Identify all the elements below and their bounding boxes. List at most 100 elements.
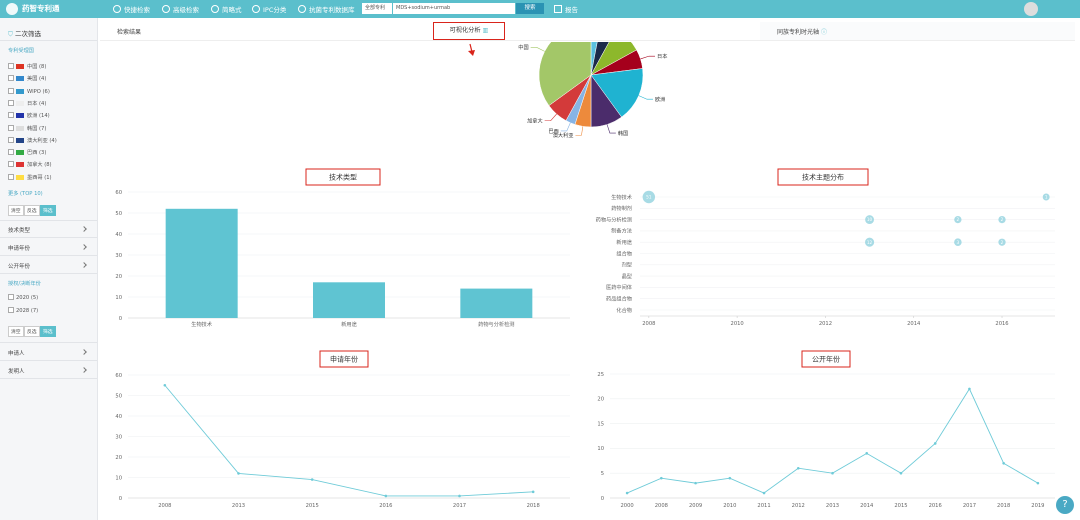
filter-button-text[interactable]: 筛选 [43,330,53,335]
point [1036,481,1040,485]
nav-item[interactable]: 快捷检索 [113,4,150,14]
slice-label: 巴西 [548,128,558,135]
leader-line [638,95,653,100]
nav-label[interactable]: 简略式 [222,6,242,14]
country-option[interactable]: 墨西哥 (1) [8,173,52,181]
country-option-text[interactable]: 巴西 (3) [27,150,47,157]
filter-section-text[interactable]: 发明人 [8,369,25,375]
point [625,491,629,495]
filter-heading[interactable]: 专利受理国 [8,47,34,54]
help-button[interactable]: ? [1056,496,1074,514]
country-option-text[interactable]: 韩国 (7) [27,125,47,132]
bar [313,282,385,318]
country-option[interactable]: 欧洲 (14) [8,112,50,119]
point [968,387,971,391]
point [1002,461,1005,465]
country-option-text[interactable]: 美国 (4) [27,76,47,83]
chart-title: 公开年份 [812,355,840,364]
country-option-text[interactable]: 墨西哥 (1) [27,174,52,181]
tab[interactable]: 同族专利时光轴 ⓘ [777,29,827,36]
nav-label[interactable]: IPC分类 [263,6,287,14]
filter-button[interactable]: 清空 [8,205,24,216]
x-tick-label: 2000 [621,503,634,509]
bubble-label: 2 [957,217,960,222]
bubble [998,215,1006,224]
y-tick-label: 0 [601,496,604,502]
filter-section[interactable]: 申请年份 [8,244,88,252]
filter-button[interactable]: 筛选 [40,205,56,216]
nav-label[interactable]: 抗菌专利数据库 [309,6,355,14]
year-option-text[interactable]: 2028 (7) [16,308,39,314]
nav-item[interactable]: 抗菌专利数据库 [298,4,355,14]
nav-label[interactable]: 快捷检索 [124,6,150,14]
y-tick-label: 药品组合物 [606,295,632,303]
country-option[interactable]: 澳大利亚 (4) [8,136,57,144]
country-option-text[interactable]: 日本 (4) [27,100,47,107]
more-link[interactable]: 更多 (TOP 10) [8,190,43,197]
year-option[interactable]: 2028 (7) [8,307,38,314]
filter-section[interactable]: 技术类型 [8,226,88,234]
country-option-text[interactable]: WIPO (6) [27,88,50,95]
tab-label[interactable]: 可视化分析 [449,27,481,34]
year-option-text[interactable]: 2020 (5) [16,295,39,301]
country-option-text[interactable]: 澳大利亚 (4) [27,137,57,144]
filter-section-text[interactable]: 技术类型 [8,228,31,234]
country-option[interactable]: 韩国 (7) [8,124,47,132]
filter-button[interactable]: 筛选 [40,326,56,337]
bubble [998,238,1006,246]
search-scope[interactable]: 全部专利 [362,3,392,14]
avatar[interactable] [1024,2,1038,16]
filter-section[interactable]: 发明人 [8,367,88,375]
filter-heading-text[interactable]: 专利受理国 [8,48,34,54]
x-tick-label: 2008 [158,503,171,509]
report-link[interactable]: 报告 [554,4,578,14]
filter-button-text[interactable]: 筛选 [43,209,53,214]
separator [0,40,97,41]
y-tick-label: 30 [115,253,122,259]
search-button[interactable]: 搜索 [516,3,544,14]
country-option[interactable]: WIPO (6) [8,87,50,95]
logo: 药智专利通 [22,4,60,13]
country-option[interactable]: 加拿大 (8) [8,161,52,168]
country-option-text[interactable]: 欧洲 (14) [27,113,50,120]
filter-button-text[interactable]: 反选 [27,209,37,214]
country-option-text[interactable]: 中国 (8) [27,64,47,70]
country-option[interactable]: 巴西 (3) [8,149,46,156]
filter-button[interactable]: 反选 [24,326,40,337]
point [310,478,314,481]
nav-label[interactable]: 高级检索 [173,6,199,14]
nav-item[interactable]: IPC分类 [252,4,286,14]
filter-button-text[interactable]: 清空 [11,330,21,335]
bar [460,288,533,318]
tab[interactable]: 检索结果 [117,29,142,36]
report-label[interactable]: 报告 [565,6,578,14]
y-tick-label: 0 [119,496,122,502]
country-option-text[interactable]: 加拿大 (8) [27,162,52,169]
filter-button-text[interactable]: 反选 [27,330,37,335]
filter-heading[interactable]: 授权/决断年份 [8,280,41,287]
leader-line [606,124,616,134]
country-option[interactable]: 美国 (4) [8,75,46,82]
nav-item[interactable]: 高级检索 [162,4,199,14]
filter-heading-text[interactable]: 授权/决断年份 [8,281,41,287]
tab-label[interactable]: 同族专利时光轴 [777,29,820,36]
filter-button[interactable]: 清空 [8,326,24,337]
more-link-text[interactable]: 更多 (TOP 10) [8,191,43,197]
filter-button-text[interactable]: 清空 [11,209,21,214]
country-option[interactable]: 日本 (4) [8,99,47,107]
x-tick-label: 2010 [723,503,736,509]
year-option[interactable]: 2020 (5) [8,294,38,301]
filter-section-text[interactable]: 公开年份 [8,264,31,270]
bubble [642,190,656,204]
filter-section-text[interactable]: 申请人 [8,351,25,357]
filter-section[interactable]: 公开年份 [8,262,88,270]
search-input[interactable]: MDS+sodium+urmab [393,3,515,14]
filter-section[interactable]: 申请人 [8,349,88,357]
x-tick-label: 2016 [995,321,1008,327]
country-option[interactable]: 中国 (8) [8,63,46,70]
tab-active[interactable]: 可视化分析 ▥ [433,22,505,40]
nav-item[interactable]: 简略式 [211,4,242,14]
filter-button[interactable]: 反选 [24,205,40,216]
x-tick-label: 2018 [997,503,1010,509]
filter-section-text[interactable]: 申请年份 [8,246,31,252]
